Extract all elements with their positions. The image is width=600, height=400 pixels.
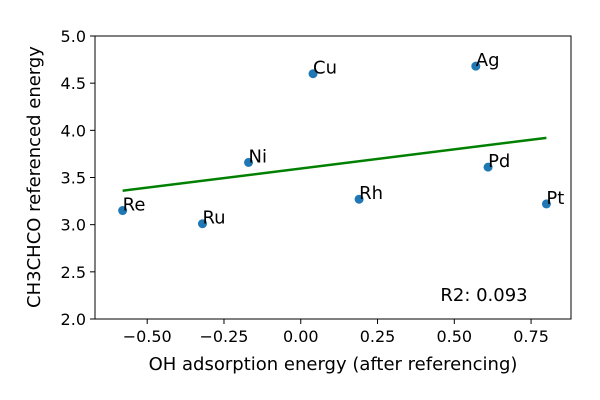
y-tick-label: 2.0 [61,310,86,329]
point-label-ag: Ag [476,50,500,71]
y-tick-label: 3.0 [61,216,86,235]
annotation-r2: R2: 0.093 [440,285,527,306]
data-point-ag [471,61,481,71]
x-tick-label: −0.50 [123,327,172,346]
point-label-pd: Pd [488,151,510,172]
data-point-pt [541,199,551,209]
point-label-cu: Cu [313,58,337,79]
x-tick-label: 0.50 [436,327,472,346]
data-point-rh [354,194,364,204]
point-label-ru: Ru [202,208,225,229]
x-axis-label: OH adsorption energy (after referencing) [149,354,518,375]
x-tick-label: 0.25 [360,327,396,346]
x-tick-label: −0.25 [199,327,248,346]
y-tick-label: 4.0 [61,121,86,140]
point-label-re: Re [123,195,146,216]
data-point-ru [197,219,207,229]
x-tick-label: 0.75 [513,327,549,346]
point-label-rh: Rh [359,183,383,204]
data-point-cu [308,69,318,79]
data-point-re [118,206,128,216]
point-label-ni: Ni [249,146,267,167]
data-point-pd [483,162,493,172]
y-tick-label: 2.5 [61,263,86,282]
fit-line-layer [122,136,547,192]
y-tick-label: 3.5 [61,169,86,188]
axes-layer: −0.50 −0.25 0.00 0.25 0.50 0.75 2.0 2.5 3.0 3.5 4.… [61,27,572,346]
y-tick-label: 4.5 [61,74,86,93]
data-point-ni [244,157,254,167]
x-tick-label: 0.00 [283,327,319,346]
fit-line [122,136,547,192]
data-points-layer: Re Ru Ni Cu Rh Ag Pd Pt [118,50,564,229]
point-label-pt: Pt [546,188,564,209]
y-tick-label: 5.0 [61,27,86,46]
y-axis-label: CH3CHCO referenced energy [24,46,45,308]
